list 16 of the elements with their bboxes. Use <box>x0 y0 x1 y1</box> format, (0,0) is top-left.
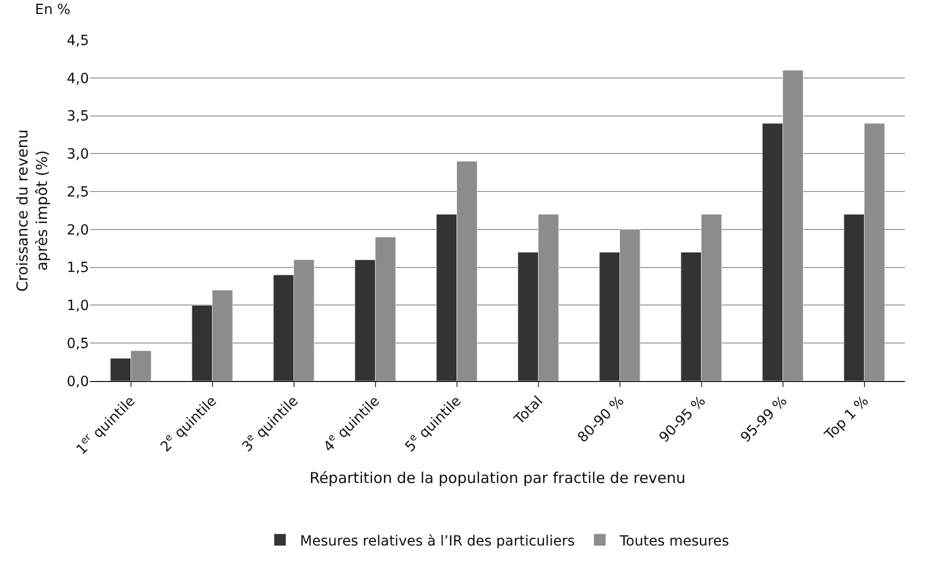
y-tick-label: 0,5 <box>66 336 89 352</box>
x-tick-label: Top 1 % <box>821 393 872 444</box>
y-tick-label: 1,0 <box>66 298 89 314</box>
y-tick-label: 2,0 <box>66 222 89 238</box>
y-tick-label: 4,5 <box>66 32 89 49</box>
legend-label: Mesures relatives à l’IR des particuliers <box>300 533 575 550</box>
y-tick-label: 1,5 <box>66 260 89 276</box>
y-tick-label: 4,0 <box>66 70 89 87</box>
y-axis-title: Croissance du revenu après impôt (%) <box>13 129 51 292</box>
y-tick-label: 2,5 <box>66 184 89 200</box>
legend-label: Toutes mesures <box>618 533 729 550</box>
x-axis-title: Répartition de la population par fractile de revenu <box>309 469 686 488</box>
y-tick-label: 0,0 <box>66 374 89 390</box>
text: En % <box>35 2 70 18</box>
y-tick-label: 3,5 <box>66 108 89 125</box>
y-tick-label: 3,0 <box>66 146 89 163</box>
